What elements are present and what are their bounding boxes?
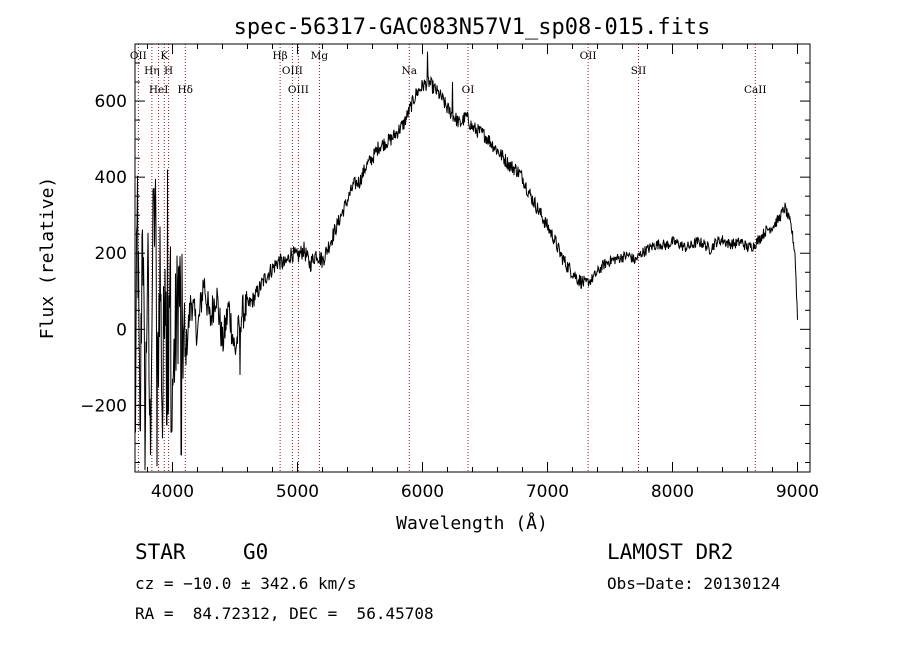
survey-name: LAMOST DR2: [607, 540, 734, 564]
coordinates-text: RA = 84.72312, DEC = 56.45708: [135, 604, 434, 623]
y-tick-label: 0: [116, 320, 127, 340]
x-tick-label: 7000: [526, 482, 569, 502]
x-tick-label: 4000: [151, 482, 194, 502]
spectrum-trace: [134, 51, 798, 471]
line-label: OI: [462, 84, 475, 96]
obs-date-text: Obs−Date: 20130124: [607, 574, 781, 593]
line-label: Mg: [311, 50, 329, 62]
line-label: Na: [402, 65, 417, 77]
line-label: Hβ: [273, 50, 288, 62]
line-label: OII: [580, 50, 597, 62]
chart-title: spec-56317-GAC083N57V1_sp08-015.fits: [234, 15, 711, 40]
line-label: Hη: [144, 65, 159, 77]
y-tick-label: 400: [95, 168, 127, 188]
axes: 4000 5000 6000 7000 8000 9000 −200 0 200 400 600: [80, 44, 819, 502]
line-label: SII: [631, 65, 647, 77]
line-label: H: [164, 65, 173, 77]
line-label: OIII: [282, 65, 303, 77]
object-subclass: G0: [243, 540, 269, 564]
line-label: CaII: [744, 84, 767, 96]
y-tick-label: 200: [95, 244, 127, 264]
line-label: OIII: [288, 84, 309, 96]
x-axis-label: Wavelength (Å): [396, 512, 548, 534]
line-label: Hδ: [178, 84, 193, 96]
redshift-text: cz = −10.0 ± 342.6 km/s: [135, 574, 357, 593]
plot-frame: [134, 43, 811, 473]
line-label: K: [160, 50, 168, 62]
spectrum-line: [134, 51, 798, 471]
object-class: STAR: [135, 540, 186, 564]
y-tick-label: 600: [95, 92, 127, 112]
x-tick-label: 8000: [651, 482, 694, 502]
x-tick-label: 9000: [776, 482, 819, 502]
x-tick-label: 5000: [276, 482, 319, 502]
x-tick-label: 6000: [401, 482, 444, 502]
line-label: OII: [130, 50, 147, 62]
y-axis-label: Flux (relative): [37, 177, 58, 340]
line-label: HeI: [149, 84, 169, 96]
y-tick-label: −200: [80, 396, 127, 416]
